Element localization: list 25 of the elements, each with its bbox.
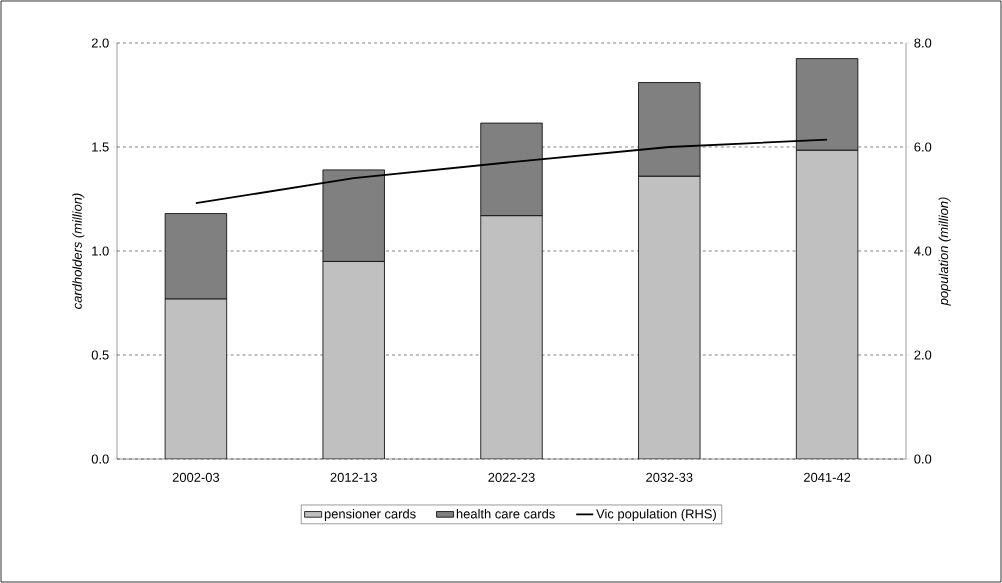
- y-axis-title: cardholders (million): [72, 193, 85, 309]
- bar: [164, 298, 228, 459]
- x-tick-label: 2022-23: [488, 472, 535, 482]
- y2-tick-label: 4.0: [914, 246, 932, 256]
- y-tick-label: 1.0: [92, 246, 109, 256]
- y2-tick-label: 8.0: [914, 38, 932, 48]
- x-tick-label: 2032-33: [646, 472, 693, 482]
- y-tick-label: 0.5: [91, 350, 109, 360]
- bar: [795, 149, 859, 459]
- y2-tick-label: 2.0: [914, 350, 932, 360]
- bar: [480, 215, 543, 459]
- legend-label: pensioner cards: [324, 508, 416, 522]
- y-tick-label: 2.0: [91, 38, 109, 48]
- y-tick-label: 1.5: [92, 142, 109, 152]
- y2-tick-label: 6.0: [914, 142, 932, 152]
- x-tick-label: 2012-13: [330, 472, 377, 482]
- y-tick-label: 0.0: [91, 454, 109, 464]
- x-tick-label: 2041-42: [804, 472, 851, 482]
- legend-label: Vic population (RHS): [596, 508, 716, 522]
- y2-tick-label: 0.0: [914, 454, 932, 464]
- bar: [322, 261, 385, 459]
- bar: [638, 175, 701, 459]
- y2-axis-title: population (million): [938, 197, 951, 306]
- x-tick-label: 2002-03: [172, 472, 220, 482]
- legend-label: health care cards: [456, 508, 555, 519]
